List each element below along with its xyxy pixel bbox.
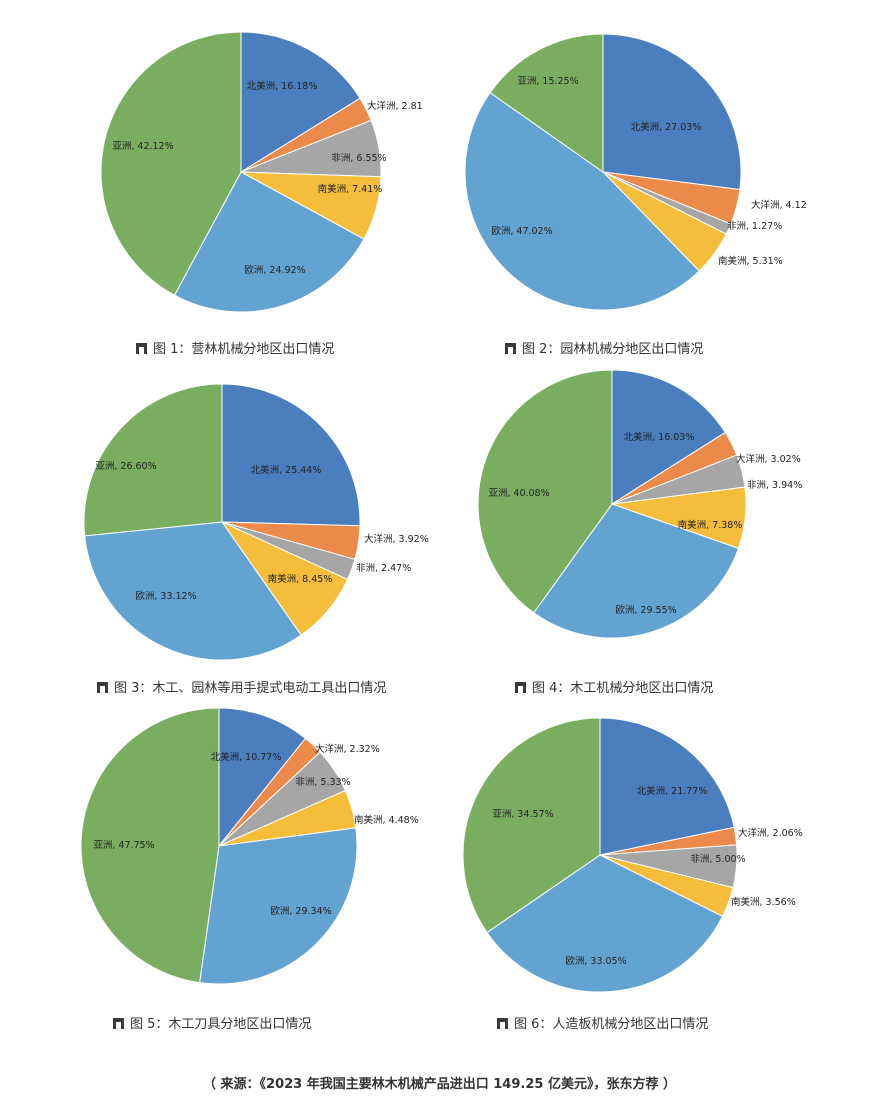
caption-4: 图 4：木工机械分地区出口情况 <box>515 677 713 696</box>
slice-label-5-4: 南美洲, 4.48% <box>354 814 419 826</box>
pie-slice-3-6 <box>83 383 223 537</box>
pie-slice-5-6 <box>80 707 220 984</box>
pie-slice-6-6 <box>462 717 601 934</box>
pie-slice-4-5 <box>533 503 740 639</box>
slice-label-4-1: 北美洲, 16.03% <box>624 431 695 443</box>
pie-slice-5-5 <box>199 827 358 985</box>
pie-chart-4: 北美洲, 16.03% 大洋洲, 3.02% 非洲, 3.94% 南美洲, 7.38%… <box>477 369 802 639</box>
slice-label-5-2: 大洋洲, 2.32% <box>315 743 380 755</box>
slice-label-4-2: 大洋洲, 3.02% <box>736 453 801 465</box>
pie-slice-3-5 <box>84 521 302 661</box>
slice-label-2-3: 非洲, 1.27% <box>727 220 782 232</box>
pie-chart-3: 北美洲, 25.44% 大洋洲, 3.92% 非洲, 2.47% 南美洲, 8.45%… <box>83 383 429 661</box>
pie-slice-2-5 <box>464 91 700 311</box>
caption-2-text: 图 2：园林机械分地区出口情况 <box>522 342 704 357</box>
slice-label-4-4: 南美洲, 7.38% <box>678 519 743 531</box>
figure-icon <box>497 1018 508 1029</box>
slice-label-6-1: 北美洲, 21.77% <box>637 785 708 797</box>
chart-panel-4: 北美洲, 16.03% 大洋洲, 3.02% 非洲, 3.94% 南美洲, 7.38%… <box>440 369 879 670</box>
slice-label-1-6: 亚洲, 42.12% <box>112 141 173 152</box>
caption-6-text: 图 6：人造板机械分地区出口情况 <box>514 1017 709 1032</box>
chart-panel-5: 北美洲, 10.77% 大洋洲, 2.32% 非洲, 5.33% 南美洲, 4.48%… <box>0 707 440 1010</box>
slice-label-2-6: 亚洲, 15.25% <box>517 76 578 87</box>
slice-label-1-4: 南美洲, 7.41% <box>318 183 383 195</box>
slice-label-2-5: 欧洲, 47.02% <box>491 225 552 237</box>
chart-panel-1: 北美洲, 16.18% 大洋洲, 2.81 非洲, 6.55% 南美洲, 7.41% 欧… <box>0 0 440 330</box>
caption-5: 图 5：木工刀具分地区出口情况 <box>113 1013 311 1032</box>
pie-chart-1: 北美洲, 16.18% 大洋洲, 2.81 非洲, 6.55% 南美洲, 7.41% 欧… <box>100 31 423 313</box>
slice-label-1-1: 北美洲, 16.18% <box>247 80 318 92</box>
slice-label-1-5: 欧洲, 24.92% <box>244 264 305 276</box>
pie-slice-6-1 <box>599 717 735 856</box>
pie-slice-2-1 <box>602 33 742 191</box>
slice-label-5-1: 北美洲, 10.77% <box>211 751 282 763</box>
figure-icon <box>113 1018 124 1029</box>
pie-slice-2-6 <box>489 33 604 173</box>
pie-chart-6: 北美洲, 21.77% 大洋洲, 2.06% 非洲, 5.00% 南美洲, 3.56%… <box>462 717 803 993</box>
slice-label-3-3: 非洲, 2.47% <box>356 562 411 574</box>
caption-1-text: 图 1：营林机械分地区出口情况 <box>153 342 335 357</box>
slice-label-2-2: 大洋洲, 4.12 <box>751 199 807 211</box>
caption-5-text: 图 5：木工刀具分地区出口情况 <box>130 1017 312 1032</box>
chart-panel-2: 北美洲, 27.03% 大洋洲, 4.12 非洲, 1.27% 南美洲, 5.31% 欧… <box>440 0 879 330</box>
slice-label-4-3: 非洲, 3.94% <box>747 479 802 491</box>
source-note: （ 来源：《2023 年我国主要林木机械产品进出口 149.25 亿美元》，张东… <box>203 1077 676 1092</box>
slice-label-3-5: 欧洲, 33.12% <box>135 590 196 602</box>
figure-icon <box>136 343 147 354</box>
caption-3-text: 图 3：木工、园林等用手提式电动工具出口情况 <box>114 681 387 696</box>
pie-chart-2: 北美洲, 27.03% 大洋洲, 4.12 非洲, 1.27% 南美洲, 5.31% 欧… <box>464 33 807 311</box>
caption-4-text: 图 4：木工机械分地区出口情况 <box>532 681 714 696</box>
slice-label-1-3: 非洲, 6.55% <box>331 152 386 164</box>
caption-3: 图 3：木工、园林等用手提式电动工具出口情况 <box>97 677 386 696</box>
pie-slice-6-5 <box>486 854 724 993</box>
pie-slice-4-6 <box>477 369 613 614</box>
slice-label-2-1: 北美洲, 27.03% <box>631 121 702 133</box>
slice-label-5-5: 欧洲, 29.34% <box>270 905 331 917</box>
slice-label-3-1: 北美洲, 25.44% <box>251 464 322 476</box>
slice-label-6-3: 非洲, 5.00% <box>690 853 745 865</box>
chart-panel-6: 北美洲, 21.77% 大洋洲, 2.06% 非洲, 5.00% 南美洲, 3.56%… <box>440 710 879 1010</box>
slice-label-3-6: 亚洲, 26.60% <box>95 461 156 472</box>
caption-1: 图 1：营林机械分地区出口情况 <box>136 338 334 357</box>
caption-2: 图 2：园林机械分地区出口情况 <box>505 338 703 357</box>
caption-6: 图 6：人造板机械分地区出口情况 <box>497 1013 708 1032</box>
slice-label-6-2: 大洋洲, 2.06% <box>738 827 803 839</box>
pie-slice-3-1 <box>221 383 361 527</box>
slice-label-6-4: 南美洲, 3.56% <box>731 896 796 908</box>
slice-label-5-6: 亚洲, 47.75% <box>93 840 154 851</box>
pie-slice-1-1 <box>240 31 361 173</box>
pie-slice-5-1 <box>218 707 307 848</box>
slice-label-6-6: 亚洲, 34.57% <box>492 809 553 820</box>
slice-label-4-6: 亚洲, 40.08% <box>488 488 549 499</box>
figure-icon <box>515 682 526 693</box>
slice-label-3-2: 大洋洲, 3.92% <box>364 533 429 545</box>
slice-label-1-2: 大洋洲, 2.81 <box>367 100 423 112</box>
slice-label-3-4: 南美洲, 8.45% <box>268 573 333 585</box>
pie-slice-1-6 <box>100 31 242 296</box>
figure-icon <box>505 343 516 354</box>
slice-label-2-4: 南美洲, 5.31% <box>718 255 783 267</box>
slice-label-4-5: 欧洲, 29.55% <box>615 604 676 616</box>
pie-slice-4-1 <box>611 369 726 505</box>
pie-chart-5: 北美洲, 10.77% 大洋洲, 2.32% 非洲, 5.33% 南美洲, 4.48%… <box>80 707 419 985</box>
figure-icon <box>97 682 108 693</box>
pie-slice-1-5 <box>173 171 365 313</box>
slice-label-5-3: 非洲, 5.33% <box>295 776 350 788</box>
chart-panel-3: 北美洲, 25.44% 大洋洲, 3.92% 非洲, 2.47% 南美洲, 8.45%… <box>0 370 440 670</box>
slice-label-6-5: 欧洲, 33.05% <box>565 955 626 967</box>
